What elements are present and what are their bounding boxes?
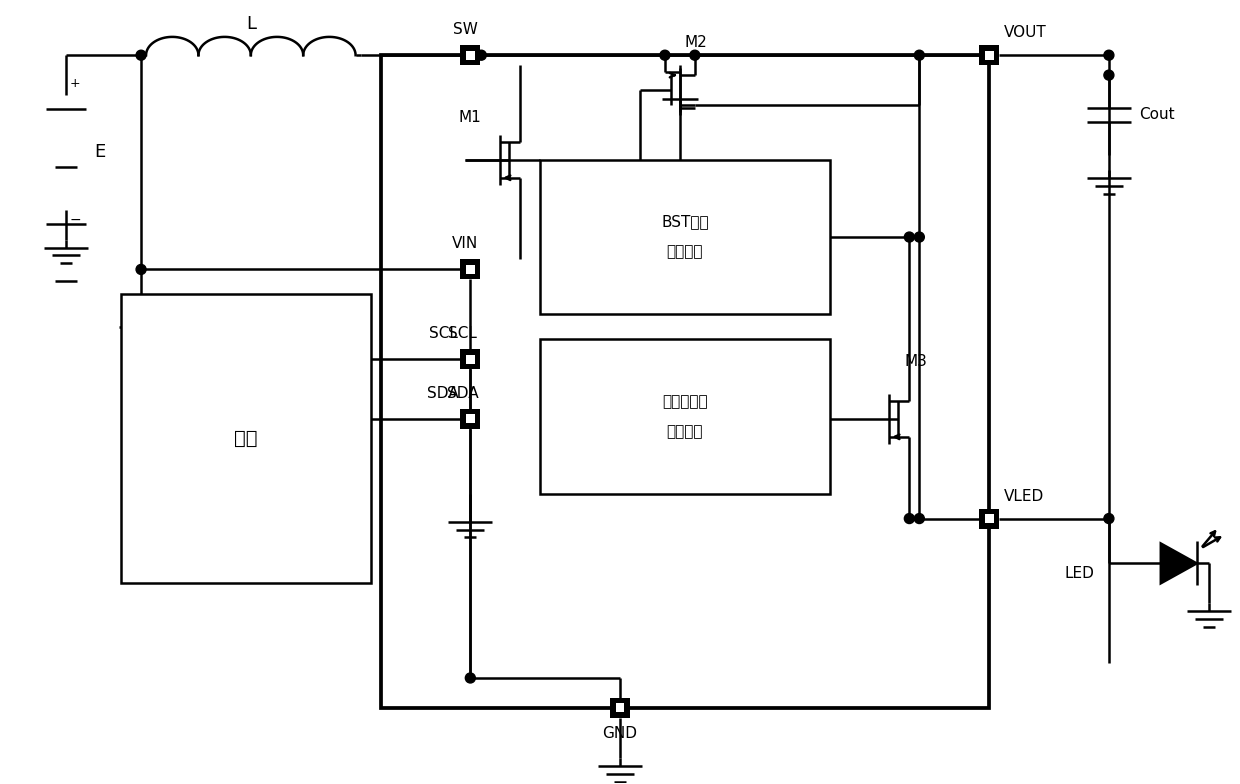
- Bar: [541, 160, 830, 314]
- Bar: [541, 339, 830, 494]
- Text: SDA: SDA: [427, 386, 459, 401]
- Circle shape: [914, 232, 924, 242]
- Circle shape: [1104, 50, 1114, 60]
- Text: LED: LED: [1064, 566, 1094, 581]
- Circle shape: [689, 50, 699, 60]
- Circle shape: [136, 264, 146, 274]
- Text: −: −: [69, 212, 81, 227]
- Text: 控制电路: 控制电路: [667, 245, 703, 260]
- Bar: [460, 45, 480, 65]
- Bar: [985, 51, 993, 60]
- Text: M1: M1: [459, 110, 481, 125]
- Text: +: +: [69, 77, 79, 90]
- Bar: [610, 698, 630, 718]
- Circle shape: [904, 514, 914, 524]
- Bar: [466, 265, 475, 274]
- Text: SW: SW: [453, 22, 477, 38]
- Text: SCL: SCL: [429, 326, 459, 341]
- Bar: [381, 55, 990, 708]
- Text: SDA: SDA: [446, 386, 479, 401]
- Circle shape: [465, 673, 475, 683]
- Text: 主机: 主机: [234, 430, 258, 448]
- Text: SCL: SCL: [448, 326, 477, 341]
- Circle shape: [914, 50, 924, 60]
- Bar: [122, 294, 371, 583]
- Text: GND: GND: [603, 726, 637, 741]
- Text: Cout: Cout: [1138, 107, 1174, 122]
- Bar: [460, 409, 480, 429]
- Circle shape: [904, 232, 914, 242]
- Text: BST环路: BST环路: [661, 215, 709, 230]
- Bar: [980, 509, 999, 528]
- Text: M3: M3: [904, 354, 928, 369]
- Text: VLED: VLED: [1004, 488, 1044, 503]
- Bar: [460, 260, 480, 279]
- Text: VOUT: VOUT: [1004, 25, 1047, 40]
- Circle shape: [660, 50, 670, 60]
- Text: E: E: [94, 143, 105, 162]
- Bar: [980, 45, 999, 65]
- Circle shape: [1104, 70, 1114, 80]
- Bar: [985, 514, 993, 523]
- Bar: [466, 51, 475, 60]
- Text: 电流源环路: 电流源环路: [662, 394, 708, 409]
- Bar: [466, 415, 475, 423]
- Circle shape: [476, 50, 486, 60]
- Bar: [460, 349, 480, 369]
- Text: M2: M2: [684, 35, 708, 50]
- Circle shape: [136, 50, 146, 60]
- Bar: [466, 354, 475, 364]
- Text: L: L: [246, 15, 255, 33]
- Text: 控制电路: 控制电路: [667, 424, 703, 439]
- Bar: [615, 703, 625, 713]
- Text: VIN: VIN: [453, 237, 479, 252]
- Polygon shape: [1161, 543, 1197, 583]
- Circle shape: [1104, 514, 1114, 524]
- Circle shape: [914, 514, 924, 524]
